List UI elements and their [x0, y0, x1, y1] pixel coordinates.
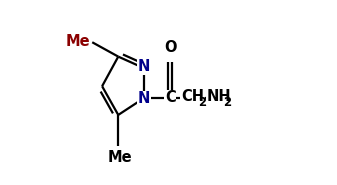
Text: NH: NH [207, 90, 231, 105]
Text: N: N [138, 59, 150, 74]
Text: O: O [164, 40, 177, 55]
Text: CH: CH [181, 90, 204, 105]
Text: Me: Me [66, 34, 90, 49]
Text: C: C [165, 90, 176, 105]
Text: 2: 2 [223, 96, 231, 109]
Text: 2: 2 [198, 96, 207, 109]
Text: Me: Me [108, 150, 132, 165]
Text: N: N [138, 91, 150, 106]
